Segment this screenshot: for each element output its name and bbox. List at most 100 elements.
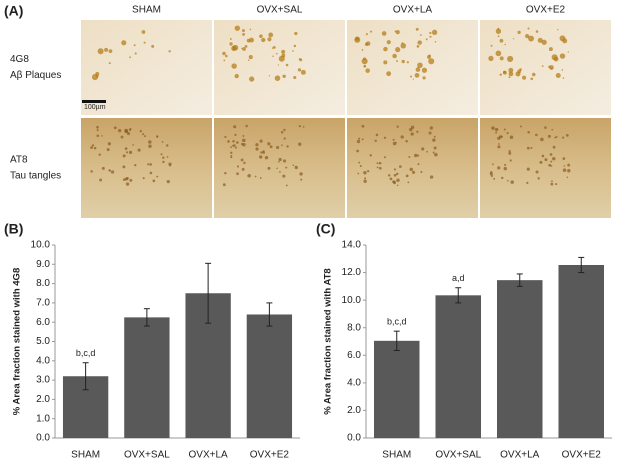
stain-spot: [396, 184, 399, 187]
y-tick-label: 12.0: [342, 267, 362, 278]
stain-spot: [241, 47, 243, 50]
y-tick-label: 9.0: [36, 259, 50, 270]
panel-label: (C): [316, 221, 335, 237]
y-axis-label: % Area fraction stained with 4G8: [12, 268, 23, 415]
y-tick-label: 7.0: [36, 298, 50, 309]
stain-spot: [236, 141, 239, 144]
y-tick-label: 14.0: [342, 240, 362, 251]
stain-spot: [101, 166, 105, 170]
stain-spot: [234, 25, 241, 31]
row-label: 4G8: [10, 54, 29, 65]
stain-spot: [526, 181, 529, 185]
stain-spot: [298, 142, 302, 146]
stain-spot: [419, 34, 422, 36]
stain-spot: [491, 126, 495, 130]
stain-spot: [292, 50, 294, 52]
stain-spot: [255, 147, 259, 151]
stain-spot: [555, 183, 558, 186]
stain-spot: [108, 62, 111, 65]
stain-spot: [149, 163, 152, 166]
stain-spot: [531, 72, 536, 77]
stain-spot: [432, 151, 435, 154]
stain-spot: [567, 163, 571, 167]
stain-spot: [526, 167, 530, 171]
stain-spot: [162, 160, 165, 164]
stain-spot: [122, 178, 126, 182]
stain-spot: [426, 150, 428, 153]
stain-spot: [128, 128, 132, 132]
stain-spot: [421, 147, 425, 151]
stain-spot: [240, 158, 244, 162]
x-tick-label: SHAM: [71, 450, 100, 461]
stain-spot: [550, 67, 553, 70]
stain-spot: [508, 151, 512, 155]
stain-spot: [417, 154, 420, 157]
stain-spot: [376, 166, 379, 169]
stain-spot: [365, 68, 370, 73]
stain-spot: [405, 140, 408, 143]
panel-label: (B): [4, 221, 23, 237]
stain-spot: [242, 142, 246, 147]
stain-spot: [125, 151, 129, 154]
y-tick-label: 6.0: [347, 350, 361, 361]
stain-spot: [417, 163, 420, 166]
stain-spot: [246, 38, 251, 43]
stain-spot: [401, 42, 404, 45]
stain-spot: [389, 177, 393, 181]
stain-spot: [229, 42, 233, 46]
stain-spot: [90, 170, 93, 173]
stain-spot: [259, 34, 263, 38]
stain-spot: [434, 41, 437, 43]
stain-spot: [378, 161, 382, 165]
stain-spot: [276, 167, 278, 170]
x-tick-label: OVX+E2: [562, 450, 602, 461]
stain-spot: [93, 146, 97, 150]
stain-spot: [223, 59, 226, 62]
stain-spot: [414, 153, 418, 158]
stain-spot: [124, 147, 128, 150]
stain-spot: [517, 69, 522, 74]
stain-spot: [361, 58, 368, 65]
micrograph: [480, 118, 611, 218]
stain-spot: [488, 55, 494, 62]
stain-spot: [162, 156, 165, 159]
stain-spot: [491, 163, 494, 166]
stain-spot: [236, 172, 239, 176]
stain-spot: [247, 173, 251, 178]
stain-spot: [255, 143, 259, 147]
stain-spot: [241, 167, 245, 171]
stain-spot: [535, 133, 538, 137]
y-tick-label: 6.0: [36, 317, 50, 328]
x-tick-label: OVX+LA: [189, 450, 229, 461]
stain-spot: [282, 159, 287, 163]
stain-spot: [98, 153, 101, 156]
stain-spot: [550, 160, 553, 163]
stain-spot: [548, 163, 552, 167]
stain-spot: [262, 151, 266, 154]
y-tick-label: 8.0: [36, 278, 50, 289]
stain-spot: [489, 172, 493, 176]
stain-spot: [370, 30, 373, 33]
stain-spot: [91, 144, 95, 147]
stain-spot: [225, 54, 228, 58]
stain-spot: [497, 143, 500, 145]
stain-spot: [267, 142, 271, 146]
stain-spot: [504, 163, 507, 166]
stain-spot: [122, 154, 126, 158]
stain-spot: [429, 175, 434, 179]
stain-spot: [294, 31, 298, 36]
stain-spot: [550, 164, 553, 167]
stain-spot: [165, 144, 169, 147]
stain-spot: [535, 170, 539, 174]
scale-bar: [82, 100, 106, 103]
stain-spot: [264, 155, 269, 160]
stain-spot: [383, 156, 386, 159]
stain-spot: [151, 44, 155, 48]
stain-spot: [124, 177, 128, 181]
stain-spot: [365, 33, 368, 36]
stain-spot: [249, 76, 255, 82]
y-tick-label: 0.0: [36, 433, 50, 444]
stain-spot: [412, 170, 416, 174]
stain-spot: [541, 154, 545, 158]
stain-spot: [96, 75, 99, 78]
